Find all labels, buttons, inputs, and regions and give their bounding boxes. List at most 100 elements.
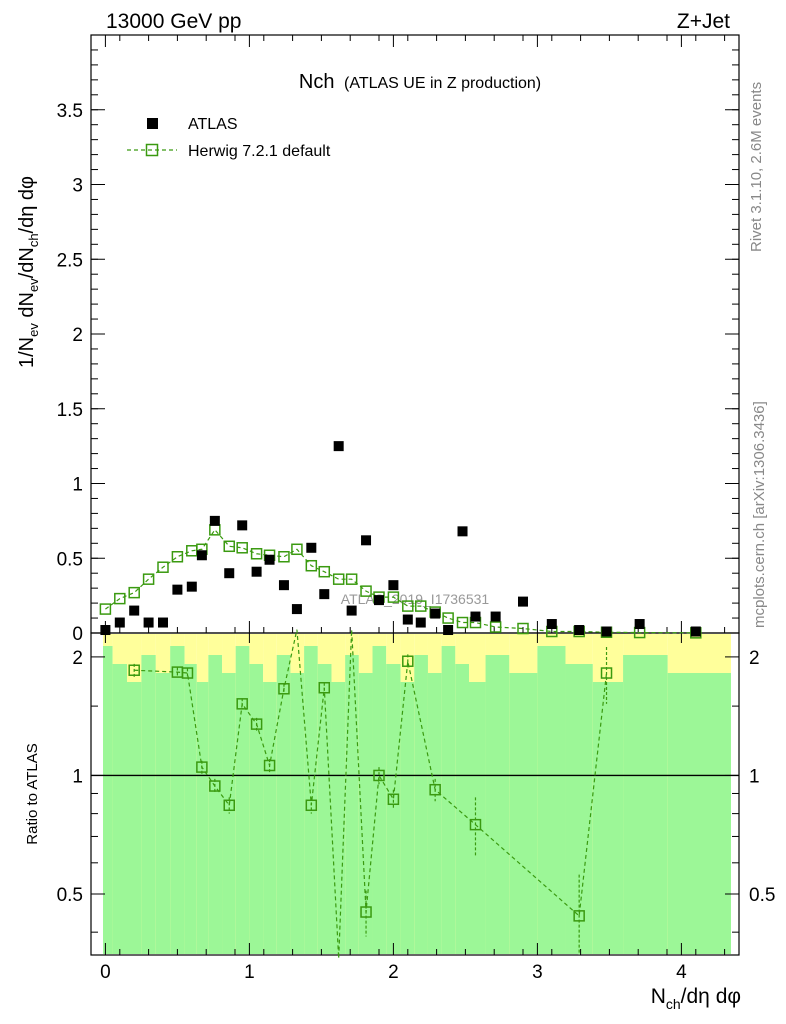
ratio-band-total — [427, 673, 442, 954]
ratio-band-total — [372, 646, 387, 954]
x-tick-label: 0 — [100, 962, 111, 983]
main-y-tick-label: 0 — [72, 624, 83, 645]
ratio-band-total — [290, 673, 305, 954]
legend-herwig-marker — [145, 143, 159, 157]
plot-title-main: Nch — [299, 71, 335, 93]
herwig-point — [157, 561, 169, 573]
herwig-point — [318, 565, 331, 578]
main-y-tick-label: 0.5 — [57, 549, 83, 570]
ratio-band-total — [155, 673, 171, 954]
ratio-point — [209, 780, 221, 792]
atlas-point — [333, 441, 344, 452]
ratio-point — [305, 799, 318, 812]
ratio-point — [278, 683, 290, 695]
x-axis-label: Nch/dη dφ — [651, 985, 741, 1012]
herwig-point — [291, 543, 303, 556]
herwig-point — [223, 540, 235, 553]
herwig-point — [171, 551, 184, 563]
atlas-point — [264, 554, 275, 565]
herwig-point — [142, 573, 155, 585]
atlas-point — [224, 568, 235, 579]
mcplots-label: mcplots.cern.ch [arXiv:1306.3436] — [751, 401, 768, 628]
atlas-point — [196, 550, 207, 561]
ratio-point — [236, 698, 248, 710]
ratio-band-total — [345, 655, 359, 954]
herwig-point — [305, 559, 318, 572]
ratio-band-total — [331, 682, 346, 954]
ratio-band-total — [623, 655, 668, 954]
ratio-band-total — [455, 664, 469, 954]
ratio-y-tick-label-right: 2 — [749, 648, 760, 669]
ratio-band-total — [196, 682, 209, 954]
herwig-point — [442, 612, 454, 624]
ratio-band-total — [263, 682, 277, 954]
herwig-point — [360, 585, 372, 597]
atlas-point — [251, 566, 262, 577]
ratio-band-total — [469, 682, 486, 954]
rivet-version-label: Rivet 3.1.10, 2.6M events — [748, 82, 765, 252]
ratio-point — [181, 667, 194, 679]
main-y-tick-label: 3.5 — [57, 101, 83, 122]
ratio-point — [429, 783, 441, 796]
process-label: Z+Jet — [677, 10, 730, 33]
atlas-point — [443, 625, 454, 636]
legend: ATLAS Herwig 7.2.1 default — [127, 116, 331, 160]
ratio-point — [469, 818, 482, 831]
ratio-band-total — [276, 655, 291, 954]
atlas-point — [402, 614, 413, 625]
main-y-axis-label: 1/Nev dNev/dNch/dη dφ — [16, 176, 41, 368]
herwig-point — [250, 548, 263, 560]
plot-title: Nch (ATLAS UE in Z production) — [299, 71, 541, 93]
ratio-y-tick-label-right: 1 — [749, 766, 760, 787]
ratio-point — [223, 799, 235, 812]
ratio-band-total — [208, 655, 223, 954]
ratio-band-total — [386, 664, 401, 954]
atlas-point — [319, 589, 330, 600]
atlas-point — [291, 604, 302, 615]
atlas-point — [172, 584, 183, 595]
main-y-tick-label: 1.5 — [57, 400, 83, 421]
ratio-band-total — [112, 664, 127, 954]
ratio-point — [263, 759, 276, 772]
herwig-point — [278, 551, 290, 563]
ratio-band-total — [317, 664, 332, 954]
herwig-point — [415, 600, 427, 612]
ratio-point — [196, 761, 208, 773]
main-series — [99, 441, 702, 639]
energy-label: 13000 GeV pp — [106, 10, 241, 33]
atlas-point — [690, 626, 701, 637]
ratio-y-tick-label: 1 — [72, 766, 83, 787]
ratio-y-axis-label: Ratio to ATLAS — [24, 743, 41, 844]
ratio-series — [128, 629, 613, 959]
main-y-tick-label: 3 — [72, 176, 83, 197]
atlas-point — [388, 580, 399, 591]
atlas-point — [306, 542, 317, 553]
ratio-point — [373, 769, 385, 782]
herwig-point — [517, 622, 529, 635]
ratio-band-total — [141, 655, 156, 954]
ratio-uncertainty-bands — [103, 634, 731, 954]
atlas-point — [158, 617, 168, 628]
atlas-point — [209, 515, 220, 526]
atlas-point — [546, 619, 557, 630]
atlas-point — [634, 619, 645, 630]
main-y-tick-label: 2 — [72, 325, 83, 346]
ratio-y-tick-label-right: 0.5 — [749, 885, 775, 906]
ratio-point — [250, 718, 263, 730]
herwig-point — [345, 573, 358, 585]
atlas-point — [186, 581, 197, 592]
main-y-tick-label: 1 — [72, 475, 83, 496]
legend-atlas-marker — [147, 118, 158, 129]
ratio-band-total — [127, 682, 142, 954]
herwig-point — [489, 621, 502, 633]
ratio-band-total — [400, 682, 415, 954]
herwig-point — [99, 603, 112, 615]
atlas-point — [143, 617, 154, 628]
herwig-point — [387, 591, 400, 603]
atlas-point — [415, 617, 426, 628]
atlas-point — [114, 617, 125, 628]
ratio-band-total — [170, 646, 185, 954]
ratio-point — [387, 793, 400, 806]
x-tick-label: 4 — [676, 962, 687, 983]
ratio-point — [360, 906, 372, 918]
